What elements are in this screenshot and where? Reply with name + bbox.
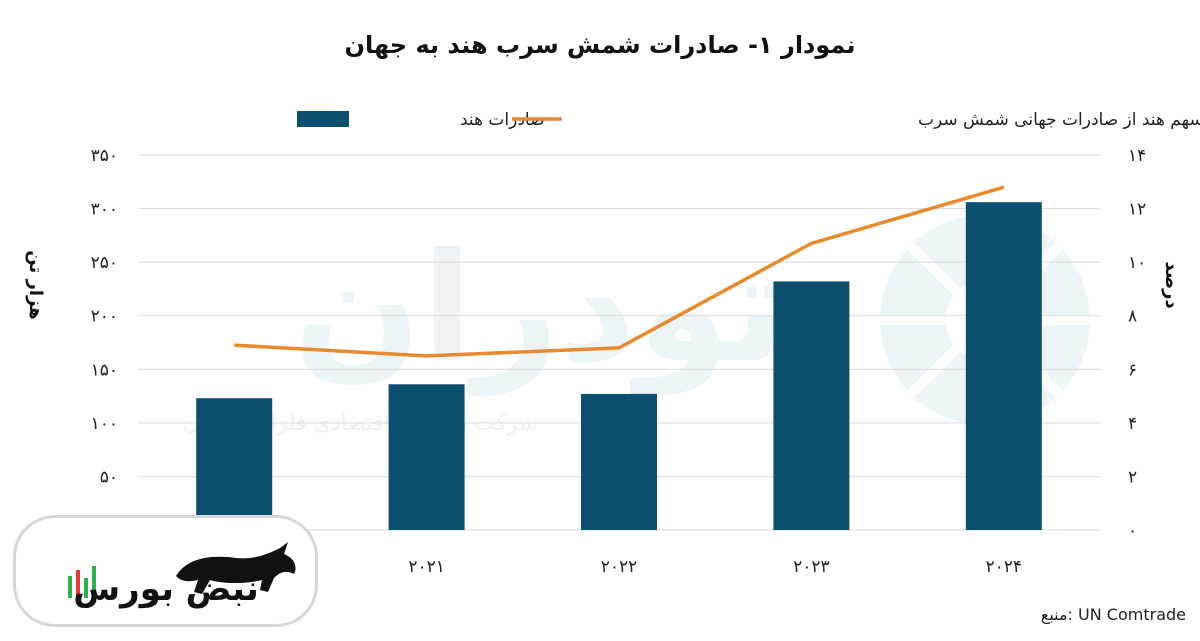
watermark-brand: تودران — [293, 222, 786, 397]
left-tick-label: ۲۰۰ — [91, 307, 118, 327]
bar — [196, 398, 273, 530]
right-tick-label: ۱۰ — [1128, 253, 1146, 273]
right-axis-label: درصد — [1161, 261, 1182, 308]
right-tick-label: ۱۲ — [1128, 200, 1146, 220]
nabz-bourse-logo: نبض بورس — [13, 515, 318, 627]
x-tick-label: ۲۰۲۲ — [601, 557, 638, 577]
left-axis-label: هزار تن — [25, 250, 46, 319]
right-axis-ticks: ۰ ۲ ۴ ۶ ۸ ۱۰ ۱۲ ۱۴ — [1128, 146, 1146, 541]
chart-title: نمودار ۱- صادرات شمش سرب هند به جهان — [344, 31, 855, 59]
right-tick-label: ۲ — [1128, 467, 1137, 487]
legend-bar-swatch — [297, 111, 349, 127]
x-axis-ticks: ۲۰۲۰۲۰۲۱۲۰۲۲۲۰۲۳۲۰۲۴ — [216, 557, 1022, 577]
x-tick-label: ۲۰۲۳ — [793, 557, 830, 577]
left-tick-label: ۲۵۰ — [91, 253, 118, 273]
left-tick-label: ۱۰۰ — [91, 414, 118, 434]
legend-line-label: سهم هند از صادرات جهانی شمش سرب — [918, 110, 1200, 130]
left-tick-label: ۳۵۰ — [91, 146, 118, 166]
right-tick-label: ۸ — [1128, 307, 1137, 327]
right-tick-label: ۶ — [1128, 360, 1137, 380]
left-axis-ticks: ۰۵۰۱۰۰۱۵۰۲۰۰۲۵۰۳۰۰۳۵۰ — [91, 146, 118, 541]
right-tick-label: ۴ — [1128, 414, 1137, 434]
left-tick-label: ۱۵۰ — [91, 360, 118, 380]
right-tick-label: ۰ — [1128, 521, 1137, 541]
legend: صادرات هند سهم هند از صادرات جهانی شمش س… — [297, 110, 1200, 130]
left-tick-label: ۳۰۰ — [91, 200, 118, 220]
x-tick-label: ۲۰۲۱ — [408, 557, 445, 577]
right-tick-label: ۱۴ — [1128, 146, 1146, 166]
share-line-path — [234, 185, 1005, 358]
bull-icon — [176, 542, 296, 594]
bars — [196, 202, 1042, 530]
source-note: منبع: UN Comtrade — [1041, 605, 1186, 625]
bar — [965, 202, 1042, 530]
left-tick-label: ۵۰ — [100, 467, 118, 487]
bar — [773, 281, 850, 530]
x-tick-label: ۲۰۲۴ — [986, 557, 1023, 577]
bar — [388, 384, 465, 530]
bar — [581, 393, 657, 530]
share-line — [234, 185, 1005, 358]
stock-bars-icon — [68, 566, 96, 600]
legend-bar-label: صادرات هند — [460, 110, 545, 130]
